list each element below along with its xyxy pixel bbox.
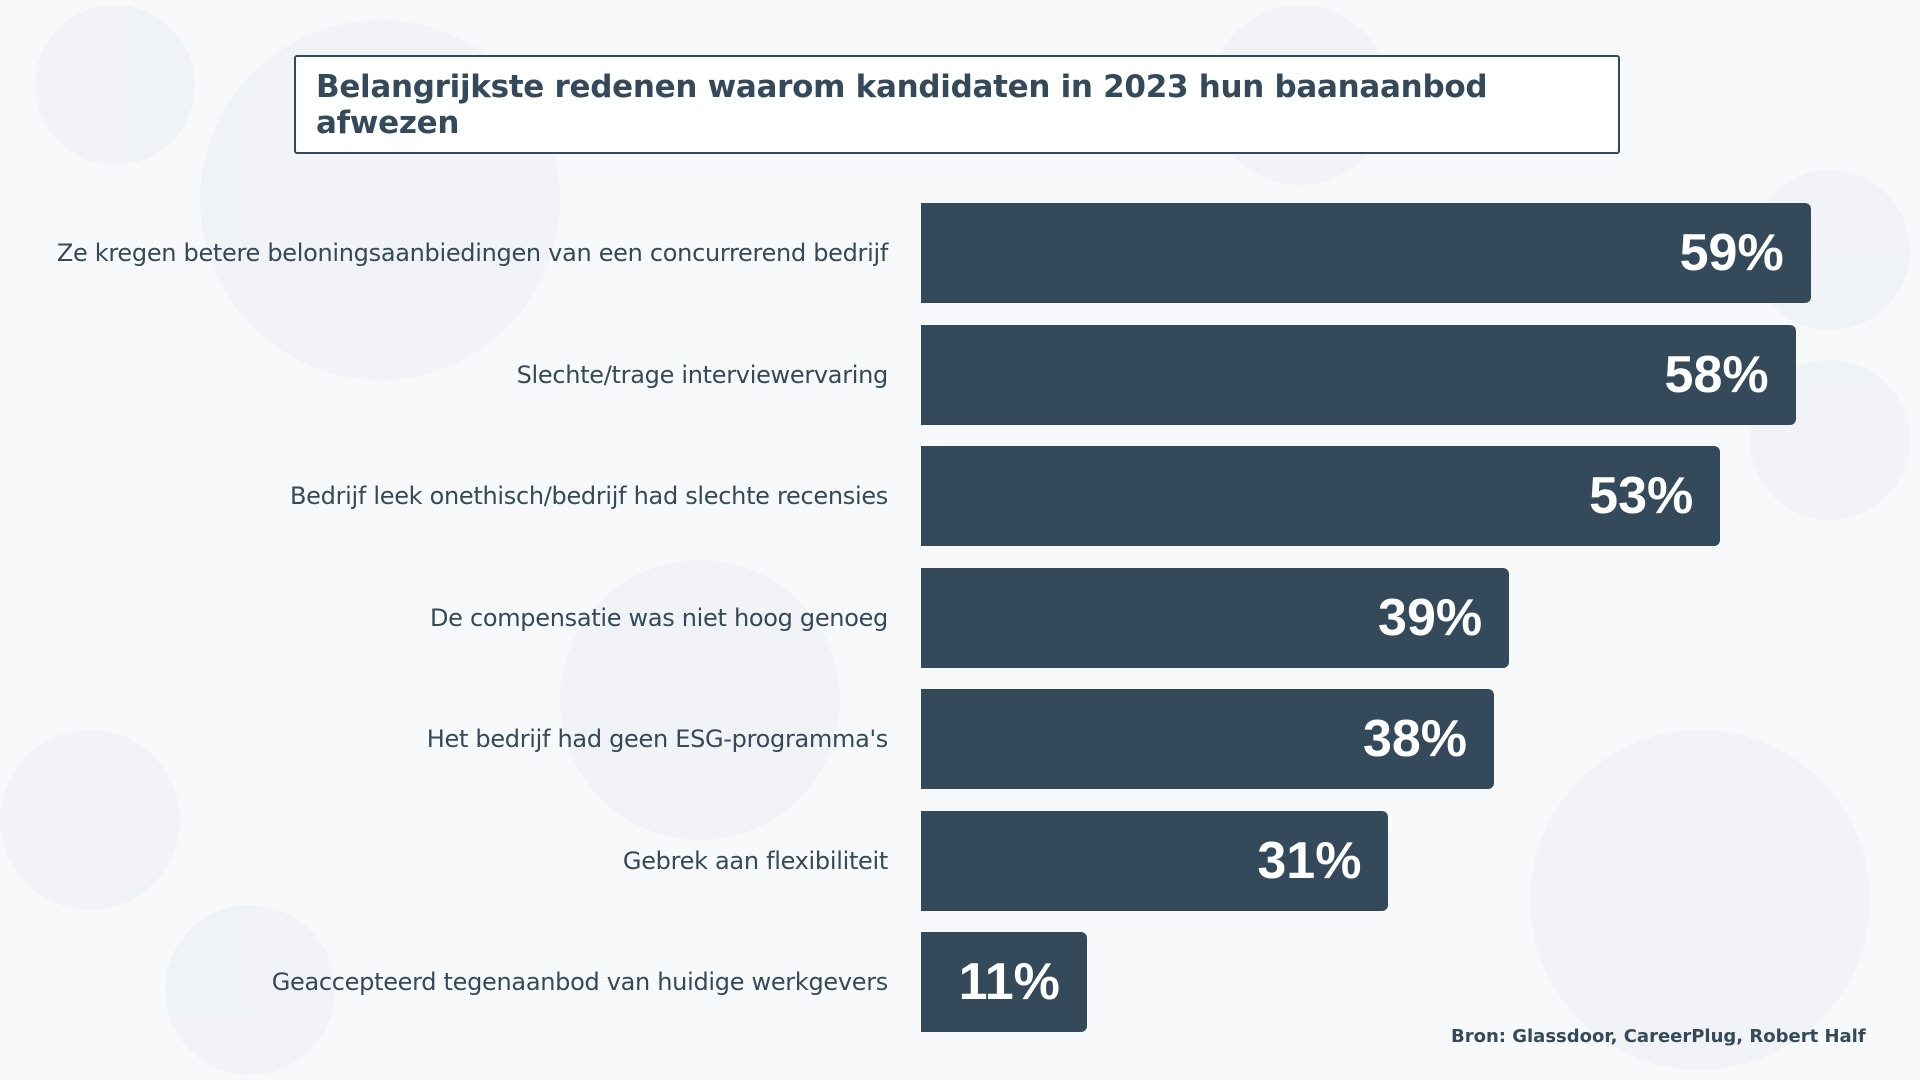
category-label: Ze kregen betere beloningsaanbiedingen v… <box>56 239 888 267</box>
category-label: Het bedrijf had geen ESG-programma's <box>426 725 889 753</box>
category-label: Geaccepteerd tegenaanbod van huidige wer… <box>271 968 889 996</box>
value-label: 58% <box>1664 345 1769 404</box>
chart-title-box: Belangrijkste redenen waarom kandidaten … <box>294 55 1620 154</box>
source-note: Bron: Glassdoor, CareerPlug, Robert Half <box>1451 1026 1866 1047</box>
category-label: Gebrek aan flexibiliteit <box>622 846 888 875</box>
bar: 53% <box>921 446 1721 546</box>
bar: 11% <box>921 932 1087 1032</box>
bar: 31% <box>921 810 1389 911</box>
chart-title: Belangrijkste redenen waarom kandidaten … <box>316 68 1488 141</box>
category-label: Slechte/trage interviewervaring <box>516 360 889 389</box>
value-label: 11% <box>958 953 1060 1011</box>
value-label: 39% <box>1378 588 1483 647</box>
category-label: Bedrijf leek onethisch/bedrijf had slech… <box>290 482 888 510</box>
category-label: De compensatie was niet hoog genoeg <box>429 603 888 632</box>
bar: 59% <box>921 203 1811 303</box>
bar: 38% <box>921 689 1495 789</box>
bar: 39% <box>921 567 1510 668</box>
value-label: 59% <box>1679 224 1784 282</box>
value-label: 53% <box>1589 467 1694 525</box>
value-label: 31% <box>1257 831 1362 890</box>
bar: 58% <box>921 324 1796 425</box>
value-label: 38% <box>1362 710 1468 768</box>
